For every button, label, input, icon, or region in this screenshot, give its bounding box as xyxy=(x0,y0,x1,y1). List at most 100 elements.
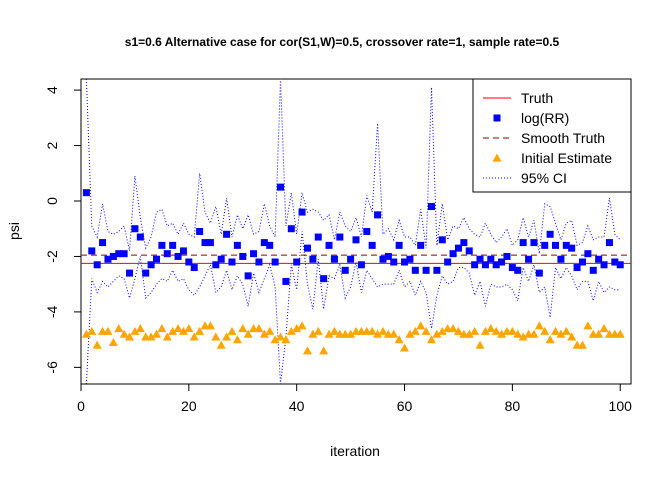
initial-estimate-point xyxy=(92,340,102,349)
initial-estimate-point xyxy=(513,329,523,338)
log-rr-point xyxy=(605,239,613,247)
log-rr-point xyxy=(185,258,193,266)
initial-estimate-point xyxy=(119,329,129,338)
initial-estimate-point xyxy=(270,335,280,344)
log-rr-point xyxy=(206,239,214,247)
initial-estimate-point xyxy=(426,335,436,344)
x-tick-label: 20 xyxy=(181,398,197,414)
initial-estimate-point xyxy=(162,332,172,341)
initial-estimate-point xyxy=(319,346,329,355)
log-rr-point xyxy=(530,239,538,247)
log-rr-point xyxy=(212,261,220,269)
log-rr-point xyxy=(228,258,236,266)
initial-estimate-point xyxy=(367,326,377,335)
initial-estimate-point xyxy=(178,326,188,335)
initial-estimate-point xyxy=(551,326,561,335)
x-axis-label: iteration xyxy=(330,443,380,459)
legend-label-truth: Truth xyxy=(521,90,553,106)
log-rr-point xyxy=(535,269,543,277)
x-axis: 0 20 40 60 80 100 xyxy=(77,384,632,414)
log-rr-point xyxy=(196,228,204,235)
log-rr-point xyxy=(444,258,452,266)
log-rr-point xyxy=(492,261,500,269)
log-rr-point xyxy=(201,239,209,247)
initial-estimate-point xyxy=(211,332,221,341)
log-rr-point xyxy=(481,261,489,269)
initial-estimate-point xyxy=(125,332,135,341)
initial-estimate-point xyxy=(324,329,334,338)
log-rr-point xyxy=(411,266,419,274)
x-tick-label: 60 xyxy=(397,398,413,414)
log-rr-point xyxy=(314,233,322,241)
initial-estimate-point xyxy=(216,340,226,349)
log-rr-point xyxy=(573,264,581,272)
log-rr-point xyxy=(465,247,473,255)
initial-estimate-point xyxy=(491,326,501,335)
log-rr-point xyxy=(519,239,527,247)
log-rr-point xyxy=(298,208,306,216)
initial-estimate-point xyxy=(373,329,383,338)
initial-estimate-point xyxy=(577,340,587,349)
log-rr-point xyxy=(293,258,301,266)
log-rr-point xyxy=(260,239,268,247)
initial-estimate-point xyxy=(497,329,507,338)
log-rr-point xyxy=(282,277,290,285)
initial-estimate-point xyxy=(594,329,604,338)
initial-estimate-point xyxy=(254,324,264,333)
log-rr-point xyxy=(158,241,166,249)
initial-estimate-point xyxy=(308,329,318,338)
initial-estimate-point xyxy=(265,326,275,335)
log-rr-point xyxy=(239,252,247,260)
initial-estimate-point xyxy=(556,329,566,338)
initial-estimate-point xyxy=(421,326,431,335)
log-rr-point xyxy=(384,252,392,260)
initial-estimate-point xyxy=(146,332,156,341)
y-tick-label: 2 xyxy=(44,141,60,149)
y-axis-label: psi xyxy=(6,222,22,240)
x-tick-label: 80 xyxy=(505,398,521,414)
log-rr-point xyxy=(152,255,160,263)
initial-estimate-point xyxy=(615,329,625,338)
initial-estimate-point xyxy=(157,324,167,333)
initial-estimate-point xyxy=(329,326,339,335)
log-rr-point xyxy=(352,236,360,244)
log-rr-point xyxy=(395,241,403,249)
initial-estimate-point xyxy=(151,329,161,338)
initial-estimate-point xyxy=(432,329,442,338)
log-rr-point xyxy=(88,247,96,255)
log-rr-point xyxy=(325,241,333,249)
initial-estimate-point xyxy=(475,340,485,349)
log-rr-point xyxy=(82,189,90,197)
log-rr-point xyxy=(244,272,252,280)
log-rr-point xyxy=(163,250,171,258)
log-rr-point xyxy=(616,261,624,269)
initial-estimate-point xyxy=(292,324,302,333)
log-rr-point xyxy=(115,250,123,258)
log-rr-point xyxy=(277,183,285,191)
initial-estimate-point xyxy=(486,324,496,333)
log-rr-point xyxy=(309,255,317,263)
log-rr-point xyxy=(589,266,597,274)
log-rr-point xyxy=(363,228,371,235)
initial-estimate-point xyxy=(276,332,286,341)
log-rr-point xyxy=(557,255,565,263)
initial-estimate-point xyxy=(480,326,490,335)
legend-symbol-initial-estimate xyxy=(492,153,502,162)
log-rr-point xyxy=(233,241,241,249)
log-rr-point xyxy=(487,255,495,263)
initial-estimate-point xyxy=(313,326,323,335)
log-rr-point xyxy=(179,247,187,255)
log-rr-point xyxy=(422,266,430,274)
log-rr-point xyxy=(147,261,155,269)
initial-estimate-point xyxy=(103,326,113,335)
log-rr-point xyxy=(104,255,112,263)
initial-estimate-point xyxy=(599,324,609,333)
log-rr-point xyxy=(600,261,608,269)
log-rr-point xyxy=(223,230,231,238)
log-rr-point xyxy=(552,241,560,249)
initial-estimate-point xyxy=(410,326,420,335)
initial-estimate-point xyxy=(135,324,145,333)
log-rr-point xyxy=(498,258,506,266)
log-rr-point xyxy=(336,233,344,241)
log-rr-point xyxy=(595,255,603,263)
